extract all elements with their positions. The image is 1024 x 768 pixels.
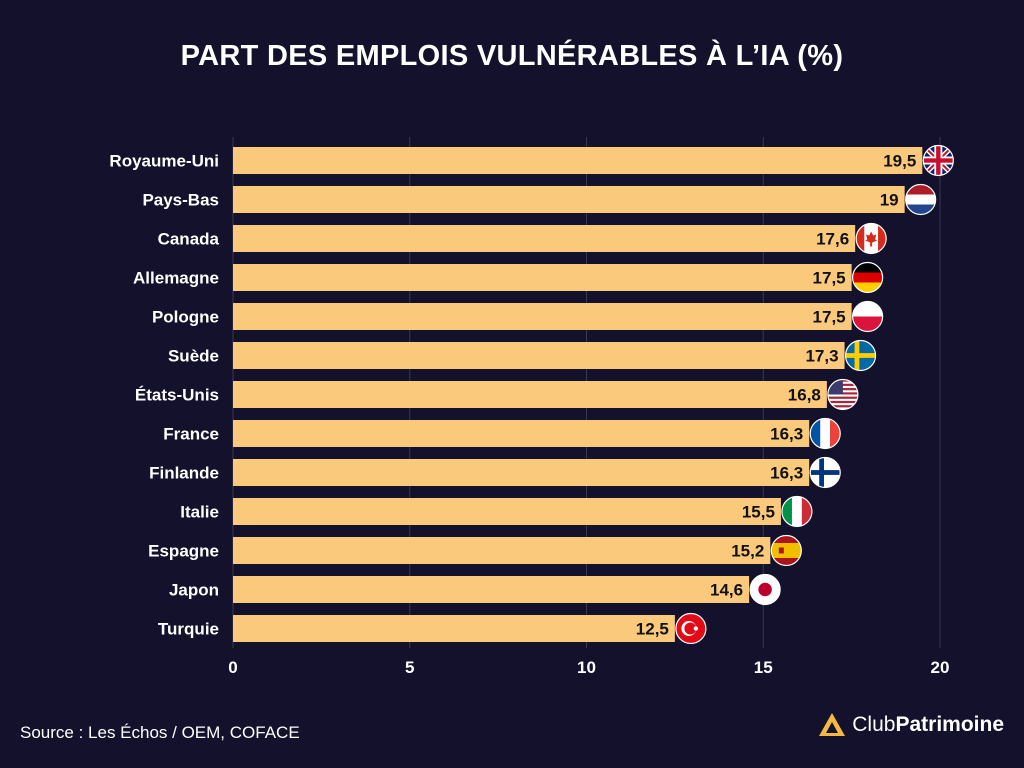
x-tick-label-20: 20 xyxy=(931,658,950,677)
france-flag-icon xyxy=(809,417,841,450)
value-label-8: 16,3 xyxy=(770,464,803,483)
bar-7 xyxy=(233,420,810,447)
x-tick-label-15: 15 xyxy=(754,658,773,677)
bar-12 xyxy=(233,615,675,642)
value-label-0: 19,5 xyxy=(883,152,916,171)
category-label-5: Suède xyxy=(168,347,219,366)
uk-flag-icon xyxy=(922,144,954,177)
bar-3 xyxy=(233,264,852,291)
finland-flag-icon xyxy=(809,456,841,489)
brand-name-part2: Patrimoine xyxy=(895,713,1004,736)
chart-title: PART DES EMPLOIS VULNÉRABLES À L’IA (%) xyxy=(180,40,844,72)
sweden-flag-icon xyxy=(844,339,877,372)
bar-10 xyxy=(233,537,771,564)
bar-9 xyxy=(233,498,781,525)
category-label-7: France xyxy=(163,425,219,444)
value-label-6: 16,8 xyxy=(788,386,821,405)
germany-flag-icon xyxy=(852,261,884,294)
category-label-10: Espagne xyxy=(148,542,219,561)
bar-4 xyxy=(233,303,852,330)
value-label-11: 14,6 xyxy=(710,581,743,600)
brand-logo: ClubPatrimoine xyxy=(818,712,1004,738)
canada-flag-icon xyxy=(855,222,887,255)
bar-1 xyxy=(233,186,905,213)
bar-2 xyxy=(233,225,856,252)
source-note: Source : Les Échos / OEM, COFACE xyxy=(20,723,300,742)
category-label-8: Finlande xyxy=(149,464,219,483)
value-label-12: 12,5 xyxy=(636,620,669,639)
value-label-9: 15,5 xyxy=(742,503,775,522)
bar-5 xyxy=(233,342,845,369)
x-tick-label-0: 0 xyxy=(228,658,237,677)
category-label-0: Royaume-Uni xyxy=(109,152,219,171)
value-label-10: 15,2 xyxy=(731,542,764,561)
brand-name-part1: Club xyxy=(852,713,896,736)
bar-8 xyxy=(233,459,810,486)
bar-chart: 0 5 10 15 20 Royaume-Uni 19,5 Pays-Bas 19 Canada 1… xyxy=(109,137,954,677)
japan-flag-icon xyxy=(749,573,781,606)
category-label-6: États-Unis xyxy=(135,386,219,405)
netherlands-flag-icon xyxy=(905,183,937,216)
category-label-11: Japon xyxy=(169,581,219,600)
category-label-12: Turquie xyxy=(158,620,219,639)
spain-flag-icon xyxy=(770,534,802,567)
usa-flag-icon xyxy=(827,378,859,411)
value-label-4: 17,5 xyxy=(813,308,846,327)
club-patrimoine-logo-icon xyxy=(819,713,846,736)
value-label-7: 16,3 xyxy=(770,425,803,444)
category-label-3: Allemagne xyxy=(133,269,219,288)
category-label-4: Pologne xyxy=(152,308,219,327)
value-label-2: 17,6 xyxy=(816,230,849,249)
x-tick-label-5: 5 xyxy=(405,658,414,677)
x-tick-label-10: 10 xyxy=(577,658,596,677)
poland-flag-icon xyxy=(852,300,884,333)
category-label-2: Canada xyxy=(158,230,220,249)
turkey-flag-icon xyxy=(675,612,707,645)
value-label-1: 19 xyxy=(880,191,899,210)
bar-0 xyxy=(233,147,923,174)
bar-11 xyxy=(233,576,750,603)
value-label-3: 17,5 xyxy=(813,269,846,288)
value-label-5: 17,3 xyxy=(805,347,838,366)
category-label-9: Italie xyxy=(180,503,219,522)
category-label-1: Pays-Bas xyxy=(142,191,219,210)
italy-flag-icon xyxy=(781,495,813,528)
bar-6 xyxy=(233,381,827,408)
